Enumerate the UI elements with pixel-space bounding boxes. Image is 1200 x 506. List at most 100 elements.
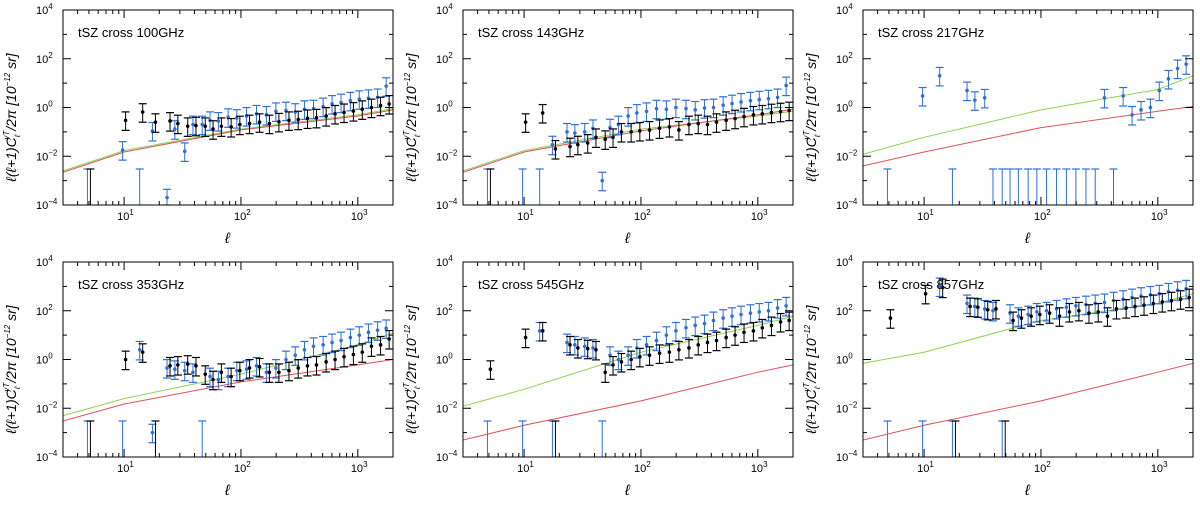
data-point <box>1087 311 1091 315</box>
chart-panel-2: 101 102 103 10−4 10−2 100 102 104 tSZ cross 217G… <box>802 2 1194 247</box>
y-tick-label: 10−2 <box>36 148 58 163</box>
data-point <box>724 118 728 123</box>
data-point <box>626 114 630 118</box>
data-point <box>1029 314 1033 318</box>
data-point <box>965 301 969 306</box>
y-axis-label: ℓ(ℓ+1)CℓyT/2π [10−12 sr] <box>402 304 422 434</box>
plot-area <box>63 77 393 205</box>
data-point <box>730 314 734 318</box>
x-tick-label: 101 <box>117 460 134 475</box>
data-point <box>696 121 701 126</box>
data-point <box>235 368 239 373</box>
model-curve-model-green <box>63 332 393 417</box>
data-point <box>296 366 301 370</box>
data-point <box>769 110 774 115</box>
data-point <box>267 121 272 126</box>
data-point <box>775 95 780 100</box>
y-axis-label: ℓ(ℓ+1)CℓyT/2π [10−12 sr] <box>802 304 822 434</box>
y-tick-label: 104 <box>36 2 53 17</box>
series-black <box>886 278 1193 457</box>
data-point <box>757 97 762 102</box>
data-point <box>211 377 215 382</box>
x-tick-label: 101 <box>917 460 934 475</box>
data-point <box>165 366 169 370</box>
data-point <box>600 178 605 183</box>
model-curve-model-green <box>463 315 793 407</box>
data-point <box>191 122 195 127</box>
data-point <box>585 346 590 351</box>
model-curve-model-red <box>863 106 1193 167</box>
data-point <box>173 367 177 371</box>
data-point <box>576 346 580 350</box>
data-point <box>553 147 558 151</box>
panel-title: tSZ cross 143GHz <box>478 25 584 40</box>
x-axis-label: ℓ <box>224 230 231 247</box>
data-point <box>287 368 291 373</box>
data-point <box>982 307 987 311</box>
data-point <box>766 96 771 101</box>
data-point <box>664 107 669 112</box>
data-point <box>742 330 746 335</box>
y-tick-label: 10−4 <box>36 197 58 212</box>
data-point <box>603 370 608 375</box>
panel-title: tSZ cross 100GHz <box>78 25 184 40</box>
data-point <box>576 142 580 147</box>
x-tick-label: 101 <box>517 460 534 475</box>
y-tick-label: 10−4 <box>836 197 858 212</box>
data-point <box>1157 88 1162 93</box>
data-point <box>219 370 224 375</box>
data-point <box>176 363 180 367</box>
data-point <box>203 124 208 129</box>
y-tick-label: 10−2 <box>436 400 458 415</box>
model-curve-model-green <box>863 293 1193 364</box>
data-point <box>378 103 383 108</box>
data-point <box>523 335 528 340</box>
data-point <box>733 116 737 121</box>
data-point <box>733 333 737 337</box>
x-tick-label: 101 <box>917 208 934 223</box>
y-axis-label: ℓ(ℓ+1)CℓyT/2π [10−12 sr] <box>2 304 22 434</box>
series-black <box>86 94 393 205</box>
data-point <box>594 348 598 352</box>
chart-panel-3: 101 102 103 10−4 10−2 100 102 104 tSZ cross 353G… <box>2 254 394 499</box>
y-tick-label: 10−4 <box>836 449 858 464</box>
data-point <box>229 374 233 379</box>
data-point <box>994 307 998 311</box>
plot-area <box>863 277 1193 457</box>
data-point <box>638 129 642 133</box>
data-point <box>976 305 980 309</box>
data-point <box>677 348 681 352</box>
data-point <box>387 102 391 106</box>
model-curve-model-red <box>63 359 393 422</box>
data-point <box>123 118 128 123</box>
y-tick-label: 102 <box>836 51 853 66</box>
data-point <box>194 123 198 128</box>
data-point <box>191 370 195 375</box>
data-point <box>238 368 242 373</box>
y-tick-label: 10−2 <box>836 400 858 415</box>
data-point <box>324 360 328 364</box>
data-point <box>153 120 158 124</box>
data-point <box>277 370 281 375</box>
x-axis-label: ℓ <box>624 482 631 499</box>
data-point <box>787 108 791 113</box>
data-point <box>1133 304 1137 309</box>
data-point <box>1160 300 1165 304</box>
data-point <box>257 365 262 369</box>
chart-panel-5: 101 102 103 10−4 10−2 100 102 104 tSZ cross 857G… <box>802 254 1194 499</box>
data-point <box>137 348 142 352</box>
series-blue <box>83 319 391 457</box>
data-point <box>305 116 310 121</box>
panel-title: tSZ cross 545GHz <box>478 277 584 292</box>
data-point <box>1035 310 1039 314</box>
y-tick-label: 100 <box>836 100 853 115</box>
data-point <box>739 100 743 104</box>
data-point <box>1121 94 1125 98</box>
data-point <box>677 128 681 132</box>
data-point <box>937 73 942 78</box>
y-tick-label: 10−2 <box>436 148 458 163</box>
data-point <box>619 130 624 134</box>
data-point <box>644 109 649 114</box>
data-point <box>937 284 942 289</box>
